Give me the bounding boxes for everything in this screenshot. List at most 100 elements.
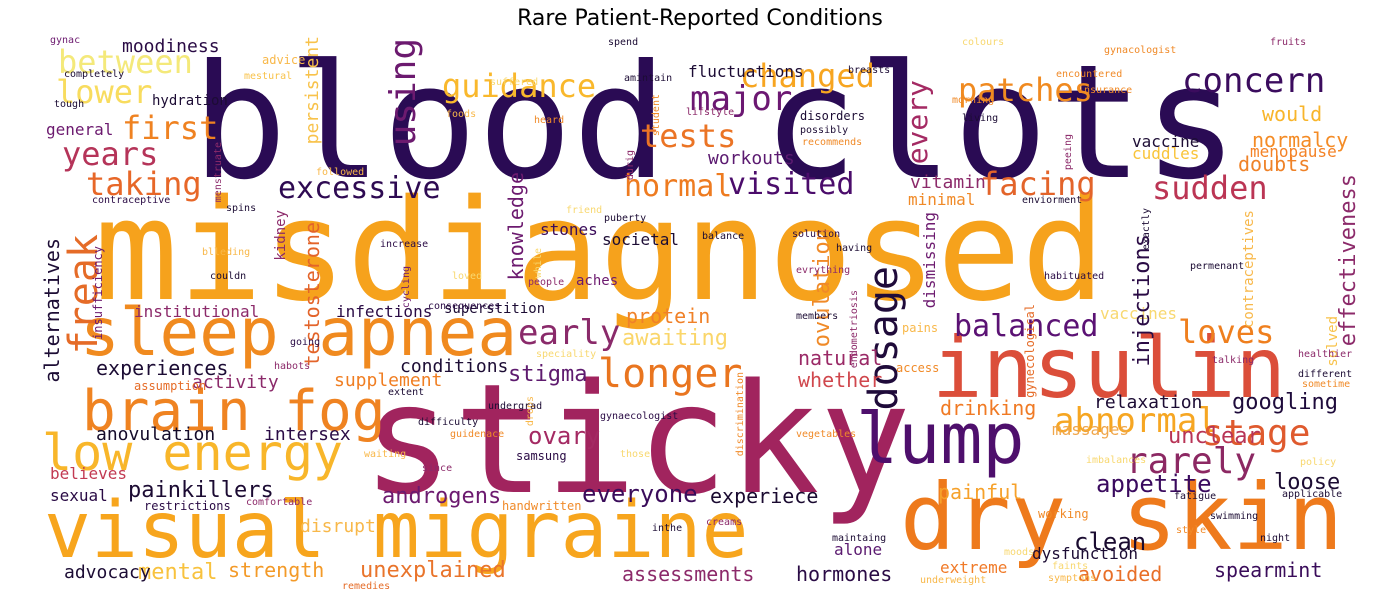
- cloud-word: morning: [952, 95, 995, 106]
- cloud-word: tough: [54, 99, 85, 110]
- cloud-word: patches: [958, 71, 1093, 109]
- cloud-word: night: [1260, 533, 1291, 544]
- cloud-word: guidance: [442, 67, 597, 105]
- cloud-word: stones: [540, 220, 598, 239]
- cloud-word: stigma: [508, 362, 588, 387]
- cloud-word: people: [528, 277, 565, 288]
- cloud-word: painful: [938, 480, 1023, 504]
- cloud-word: using: [383, 38, 424, 147]
- cloud-word: excessive: [278, 171, 441, 206]
- cloud-word: painkillers: [128, 478, 274, 503]
- cloud-word: hormones: [796, 562, 893, 586]
- cloud-word: cycling: [401, 266, 412, 309]
- cloud-word: sudden: [1152, 169, 1268, 207]
- cloud-word: fluctuations: [688, 62, 804, 81]
- cloud-word: vaccines: [1100, 304, 1178, 323]
- cloud-word: vegetables: [796, 429, 857, 440]
- cloud-word: menstruate: [213, 142, 224, 203]
- cloud-word: healthier: [1298, 349, 1353, 360]
- cloud-word: ovary: [528, 422, 601, 450]
- cloud-word: googling: [1232, 390, 1338, 415]
- cloud-word: amintain: [624, 73, 673, 84]
- cloud-word: years: [62, 135, 159, 173]
- cloud-word: between: [58, 43, 193, 81]
- cloud-word: ovulation: [810, 228, 835, 348]
- cloud-word: while: [533, 248, 544, 279]
- cloud-word: early: [518, 313, 621, 353]
- chart-title: Rare Patient-Reported Conditions: [517, 6, 883, 31]
- cloud-word: loose: [1274, 470, 1341, 495]
- cloud-word: disorders: [800, 109, 866, 123]
- cloud-word: contraceptive: [92, 195, 171, 206]
- cloud-word: fatigue: [1174, 491, 1217, 502]
- cloud-word: infections: [336, 302, 433, 321]
- cloud-word: menopause: [1250, 142, 1337, 161]
- cloud-word: lifstyle: [686, 107, 735, 118]
- cloud-word: habituated: [1044, 271, 1105, 282]
- cloud-word: policy: [1300, 457, 1337, 468]
- cloud-word: workouts: [708, 148, 795, 169]
- cloud-word: mestural: [244, 71, 293, 82]
- cloud-word: difficulty: [418, 417, 479, 428]
- cloud-word: persistent: [302, 36, 323, 145]
- cloud-word: would: [1262, 102, 1323, 126]
- cloud-word: samsung: [516, 449, 567, 463]
- cloud-word: effectiveness: [1336, 174, 1358, 347]
- cloud-word: visited: [728, 167, 855, 202]
- cloud-word: talking: [1212, 355, 1255, 366]
- cloud-word: solution: [792, 229, 841, 240]
- cloud-word: blleding: [202, 247, 251, 258]
- cloud-word: encountered: [1056, 69, 1123, 80]
- cloud-word: dry skin: [900, 464, 1344, 571]
- cloud-word: androgens: [382, 484, 502, 509]
- cloud-word: possibly: [800, 125, 849, 136]
- cloud-word: strength: [228, 558, 325, 582]
- cloud-word: extreme: [940, 558, 1008, 577]
- cloud-word: gynaecologist: [600, 411, 679, 422]
- cloud-word: rarely: [1126, 441, 1257, 482]
- cloud-word: facing: [980, 165, 1096, 203]
- cloud-word: alternatives: [42, 238, 64, 383]
- cloud-word: whether: [798, 368, 883, 392]
- cloud-word: discrimination: [735, 372, 746, 457]
- cloud-word: injections: [1130, 234, 1155, 367]
- cloud-word: avoided: [1078, 562, 1163, 586]
- cloud-word: awaiting: [622, 326, 728, 351]
- cloud-word: every: [901, 80, 934, 165]
- cloud-word: sometime: [1302, 379, 1351, 390]
- cloud-word: intersex: [264, 424, 351, 445]
- cloud-word: inthe: [652, 523, 683, 534]
- cloud-word: tests: [640, 117, 737, 155]
- cloud-word: access: [896, 361, 940, 375]
- cloud-word: maintaing: [832, 533, 887, 544]
- cloud-word: guidenace: [450, 429, 505, 440]
- cloud-word: since: [422, 463, 453, 474]
- cloud-word: contraceptives: [1241, 210, 1257, 329]
- cloud-word: gynacologist: [1104, 45, 1177, 56]
- cloud-word: consequences: [428, 301, 501, 312]
- cloud-word: symptons: [1048, 573, 1097, 584]
- cloud-word: comfortable: [246, 497, 313, 508]
- cloud-word: unexplained: [360, 558, 506, 583]
- cloud-word: advocacy: [64, 562, 151, 583]
- cloud-word: minimal: [908, 190, 976, 209]
- cloud-word: kidney: [273, 210, 289, 261]
- cloud-word: hormal: [624, 169, 733, 204]
- cloud-word: relaxation: [1094, 392, 1203, 413]
- cloud-word: unclear: [1168, 424, 1261, 449]
- cloud-word: major: [690, 79, 793, 119]
- cloud-word: suffered: [490, 77, 539, 88]
- cloud-word: members: [796, 311, 839, 322]
- cloud-word: vaccine: [1132, 132, 1200, 151]
- cloud-word: clean: [1074, 528, 1147, 556]
- cloud-word: concern: [1182, 61, 1326, 101]
- word-cloud: blood clots misdiagnosed sticky visual migr…: [42, 34, 1358, 590]
- cloud-word: followed: [316, 167, 365, 178]
- cloud-word: experiece: [710, 484, 819, 508]
- cloud-word: living: [962, 113, 999, 124]
- cloud-word: those: [620, 449, 651, 460]
- cloud-word: exactly: [1141, 208, 1152, 251]
- cloud-word: experiences: [96, 356, 229, 380]
- cloud-word: permenant: [1190, 261, 1245, 272]
- cloud-word: cuddles: [1132, 144, 1200, 163]
